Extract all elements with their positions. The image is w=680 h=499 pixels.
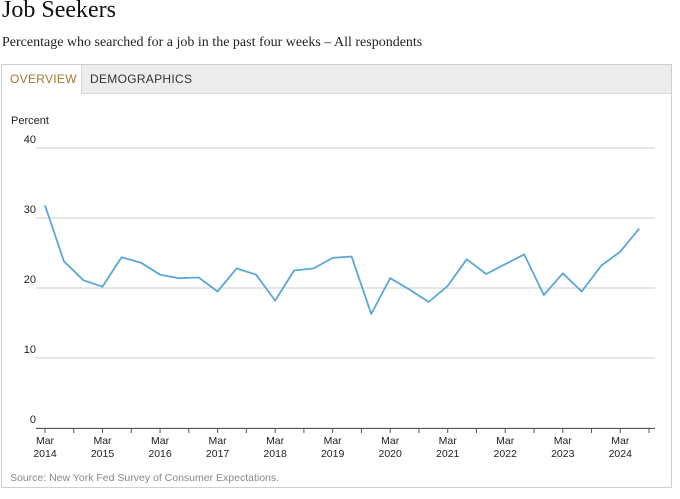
- x-tick-label: Mar: [36, 435, 55, 447]
- x-tick-label: Mar: [439, 435, 458, 447]
- x-tick-label: 2024: [609, 448, 633, 460]
- x-tick-label: 2016: [148, 448, 172, 460]
- line-chart: Percent010203040Mar2014Mar2015Mar2016Mar…: [11, 115, 655, 460]
- page-title: Job Seekers: [2, 0, 116, 23]
- tab-overview[interactable]: OVERVIEW: [2, 65, 82, 94]
- x-tick-label: Mar: [554, 435, 573, 447]
- y-tick-label: 30: [24, 204, 36, 216]
- y-axis-label: Percent: [11, 115, 49, 127]
- x-tick-label: 2015: [91, 448, 115, 460]
- tab-bar: OVERVIEW DEMOGRAPHICS: [2, 65, 671, 94]
- source-note: Source: New York Fed Survey of Consumer …: [10, 472, 280, 484]
- x-tick-label: 2021: [436, 448, 460, 460]
- x-tick-label: 2023: [551, 448, 575, 460]
- x-tick-label: Mar: [611, 435, 630, 447]
- x-tick-label: Mar: [151, 435, 170, 447]
- x-tick-label: Mar: [381, 435, 400, 447]
- x-tick-label: Mar: [266, 435, 285, 447]
- page-subtitle: Percentage who searched for a job in the…: [2, 35, 423, 50]
- x-tick-label: Mar: [496, 435, 515, 447]
- x-tick-label: Mar: [209, 435, 228, 447]
- y-tick-label: 40: [24, 134, 36, 146]
- y-tick-label: 10: [24, 344, 36, 356]
- x-tick-label: Mar: [93, 435, 112, 447]
- x-tick-label: 2022: [494, 448, 518, 460]
- x-tick-label: Mar: [324, 435, 343, 447]
- x-tick-label: 2014: [33, 448, 57, 460]
- y-tick-label: 20: [24, 274, 36, 286]
- x-tick-label: 2018: [263, 448, 287, 460]
- y-tick-label: 0: [30, 414, 36, 426]
- x-tick-label: 2020: [378, 448, 402, 460]
- x-tick-label: 2019: [321, 448, 345, 460]
- x-tick-label: 2017: [206, 448, 230, 460]
- series-line: [44, 205, 640, 315]
- tab-demographics[interactable]: DEMOGRAPHICS: [90, 72, 193, 86]
